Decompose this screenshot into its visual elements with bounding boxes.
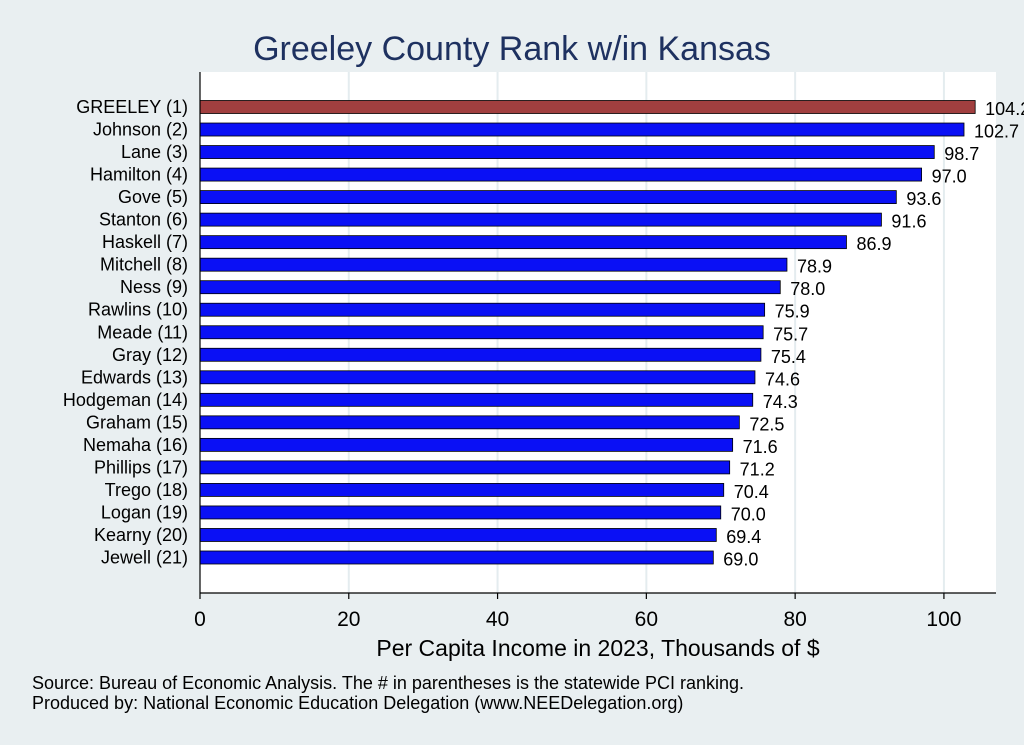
value-label: 69.4 — [726, 527, 761, 547]
bar — [199, 528, 717, 542]
bar — [199, 505, 722, 520]
bar — [199, 370, 756, 385]
bar — [199, 483, 725, 497]
value-label: 72.5 — [749, 414, 784, 434]
bar — [199, 280, 781, 295]
category-label: Hodgeman (14) — [63, 390, 188, 410]
bar — [199, 190, 897, 205]
category-label: Phillips (17) — [94, 457, 188, 477]
bar — [199, 460, 731, 475]
chart-title: Greeley County Rank w/in Kansas — [253, 30, 771, 68]
category-label: Jewell (21) — [101, 548, 188, 568]
bar — [199, 145, 935, 159]
bars: GREELEY (1) 104.2 Johnson (2) 102.7 Lane (3)… — [63, 97, 1024, 570]
x-tick-label: 0 — [194, 608, 206, 631]
value-label: 70.4 — [734, 482, 769, 502]
category-label: Kearny (20) — [94, 525, 188, 545]
value-label: 91.6 — [891, 212, 926, 232]
value-label: 75.7 — [773, 324, 808, 344]
x-tick-label: 60 — [635, 608, 658, 631]
bar — [199, 325, 764, 340]
value-label: 75.9 — [775, 302, 810, 322]
category-label: Gray (12) — [112, 345, 188, 365]
source-note: Source: Bureau of Economic Analysis. The… — [32, 673, 744, 693]
bar — [199, 257, 788, 272]
x-axis-label: Per Capita Income in 2023, Thousands of … — [376, 635, 819, 661]
value-label: 98.7 — [944, 144, 979, 164]
producer-note: Produced by: National Economic Education… — [32, 693, 683, 713]
bar — [199, 235, 847, 250]
value-label: 71.2 — [740, 459, 775, 479]
category-label: Haskell (7) — [102, 232, 188, 252]
value-label: 97.0 — [932, 167, 967, 187]
value-label: 71.6 — [743, 437, 778, 457]
category-label: Hamilton (4) — [90, 165, 188, 185]
category-label: GREELEY (1) — [76, 97, 188, 117]
bar — [199, 415, 740, 430]
value-label: 74.6 — [765, 369, 800, 389]
bar — [199, 392, 754, 407]
value-label: 69.0 — [723, 550, 758, 570]
bar — [199, 550, 714, 565]
bar — [199, 302, 766, 317]
category-label: Rawlins (10) — [88, 300, 188, 320]
category-label: Gove (5) — [118, 187, 188, 207]
category-label: Edwards (13) — [81, 367, 188, 387]
bar — [199, 437, 734, 452]
category-label: Johnson (2) — [93, 120, 188, 140]
value-label: 70.0 — [731, 504, 766, 524]
category-label: Trego (18) — [105, 480, 188, 500]
value-label: 86.9 — [856, 234, 891, 254]
category-label: Ness (9) — [120, 277, 188, 297]
value-label: 104.2 — [985, 99, 1024, 119]
bar — [199, 212, 882, 227]
x-tick-label: 80 — [783, 608, 806, 631]
category-label: Lane (3) — [121, 142, 188, 162]
category-label: Nemaha (16) — [83, 435, 188, 455]
value-label: 74.3 — [763, 392, 798, 412]
value-label: 78.9 — [797, 257, 832, 277]
category-label: Mitchell (8) — [100, 255, 188, 275]
bar — [199, 122, 965, 137]
axes — [199, 72, 996, 594]
x-ticks: 0 20 40 60 80 100 — [194, 593, 961, 631]
category-label: Graham (15) — [86, 412, 188, 432]
bar — [199, 167, 923, 182]
value-label: 78.0 — [790, 279, 825, 299]
bar — [199, 347, 762, 362]
value-label: 102.7 — [974, 122, 1019, 142]
x-tick-label: 20 — [337, 608, 360, 631]
highlight-bar — [199, 100, 976, 114]
x-tick-label: 40 — [486, 608, 509, 631]
category-label: Logan (19) — [101, 502, 188, 522]
value-label: 75.4 — [771, 347, 806, 367]
category-label: Stanton (6) — [99, 210, 188, 230]
value-label: 93.6 — [906, 189, 941, 209]
category-label: Meade (11) — [97, 322, 188, 342]
x-tick-label: 100 — [926, 608, 961, 631]
